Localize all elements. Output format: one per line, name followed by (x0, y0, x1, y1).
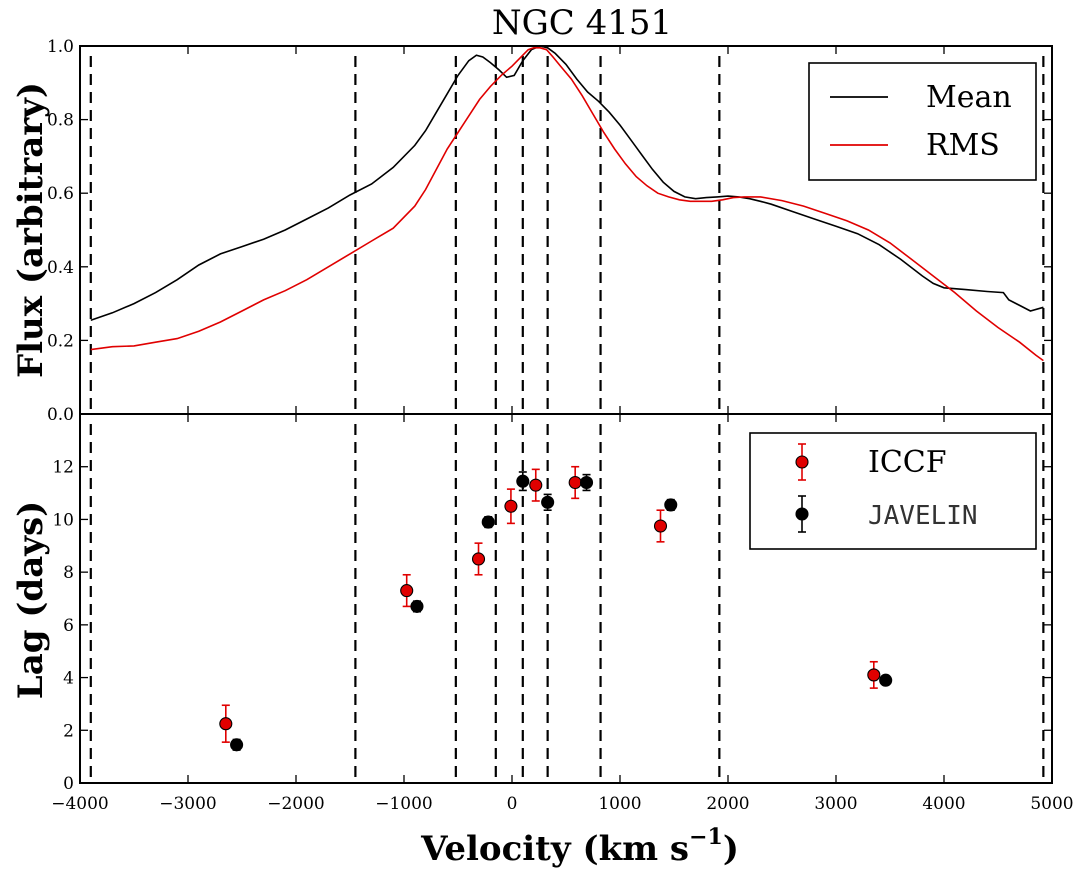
flux-y-axis-title: Flux (arbitrary) (11, 82, 51, 378)
legend-marker-iccf (795, 455, 809, 469)
y-tick-label: 12 (52, 458, 74, 478)
lag-panel: 0 2 4 6 8 10 12 −4000 −3000 −2000 −1000 0 1000 2000 30… (51, 413, 1074, 814)
y-tick-label: 4 (63, 669, 74, 689)
x-tick-label: 5000 (1030, 794, 1073, 814)
y-tick-label: 0.8 (47, 111, 74, 131)
x-tick-label: −1000 (375, 794, 433, 814)
x-tick-label: −2000 (267, 794, 325, 814)
data-point-javelin (664, 498, 678, 512)
y-tick-label: 0.0 (47, 405, 74, 425)
flux-legend: Mean RMS (808, 62, 1037, 181)
y-tick-label: 8 (63, 563, 74, 583)
x-tick-label: 2000 (706, 794, 749, 814)
legend-label-javelin: JAVELIN (868, 501, 978, 531)
lag-legend: ICCF JAVELIN (749, 432, 1037, 550)
flux-panel: 0.0 0.2 0.4 0.6 0.8 1.0 Mean RMS (47, 37, 1053, 425)
x-tick-label: −3000 (159, 794, 217, 814)
x-axis-title: Velocity (km s−1) (420, 824, 739, 869)
legend-box (808, 62, 1037, 181)
x-tick-label: 1000 (598, 794, 641, 814)
data-point-iccf (471, 552, 486, 566)
x-axis-title-exponent: −1 (689, 824, 723, 850)
flux-panel-bin-edges (89, 56, 1045, 410)
data-point-javelin (410, 599, 424, 613)
data-point-iccf (400, 584, 414, 598)
data-point-javelin (481, 515, 495, 529)
y-tick-label: 0.2 (47, 331, 74, 351)
flux-panel-lines (90, 45, 1044, 362)
data-point-iccf (653, 519, 668, 533)
x-tick-label: 0 (507, 794, 518, 814)
y-tick-label: 0 (63, 774, 74, 794)
data-point-iccf (219, 717, 233, 731)
data-point-iccf (867, 668, 881, 682)
series-line-rms (90, 47, 1044, 362)
series-line-mean (90, 45, 1044, 321)
data-point-javelin (579, 475, 594, 490)
lag-panel-axes: 0 2 4 6 8 10 12 −4000 −3000 −2000 −1000 0 1000 2000 30… (51, 413, 1074, 814)
data-point-javelin (230, 738, 244, 752)
flux-panel-axes: 0.0 0.2 0.4 0.6 0.8 1.0 (47, 37, 1053, 425)
legend-label-mean: Mean (926, 80, 1012, 115)
x-tick-label: −4000 (51, 794, 109, 814)
lag-y-axis-title: Lag (days) (11, 501, 51, 699)
data-point-javelin (541, 495, 555, 509)
y-tick-label: 10 (52, 510, 74, 530)
data-point-iccf (568, 475, 582, 490)
lag-panel-points (219, 465, 893, 752)
x-axis-title-close: ) (723, 829, 739, 869)
y-tick-label: 1.0 (47, 37, 74, 57)
y-tick-label: 0.4 (47, 258, 74, 278)
y-tick-label: 0.6 (47, 184, 74, 204)
legend-marker-javelin (795, 507, 809, 521)
legend-label-rms: RMS (926, 128, 1000, 163)
figure-title: NGC 4151 (492, 3, 672, 43)
data-point-javelin (879, 673, 893, 687)
x-tick-label: 3000 (814, 794, 857, 814)
data-point-javelin (516, 474, 530, 488)
plot-frame (79, 413, 1053, 784)
legend-label-iccf: ICCF (868, 445, 947, 480)
data-point-iccf (529, 478, 543, 492)
x-tick-label: 4000 (922, 794, 965, 814)
y-tick-label: 2 (63, 721, 74, 741)
x-axis-title-main: Velocity (km s (420, 829, 689, 869)
data-point-iccf (504, 499, 518, 513)
legend-box (749, 432, 1037, 550)
y-tick-label: 6 (63, 616, 74, 636)
